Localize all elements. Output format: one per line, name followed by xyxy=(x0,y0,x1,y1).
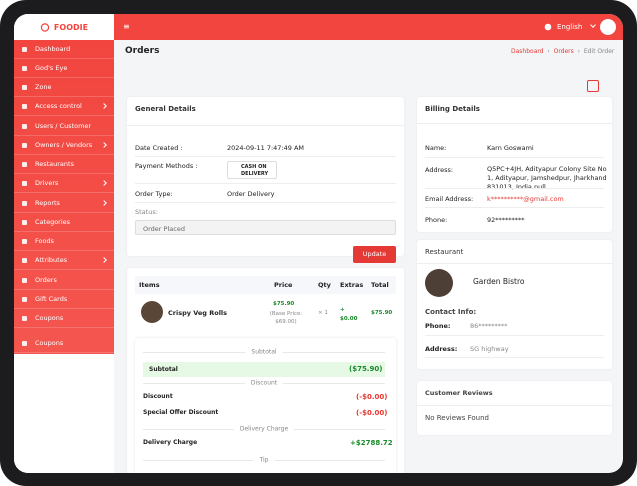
brand: FOODIE xyxy=(53,22,89,32)
items-card: Items Price Qty Extras Total Crispy Veg … xyxy=(127,268,404,473)
section-head: Delivery Charge xyxy=(233,425,295,433)
breadcrumb: Dashboard › Orders › Edit Order xyxy=(511,48,615,55)
delivery-charge: +$2788.72 xyxy=(350,439,393,447)
label: Address: xyxy=(425,345,458,353)
nav-item[interactable]: Drivers xyxy=(14,174,114,193)
logo: FOODIE xyxy=(14,14,114,40)
avatar[interactable] xyxy=(600,19,616,35)
subtotal: ($75.90) xyxy=(349,365,383,373)
card-title: Billing Details xyxy=(425,105,480,113)
value: 92********* xyxy=(487,216,525,224)
menu-icon[interactable]: ≡ xyxy=(123,22,130,31)
card-title: Customer Reviews xyxy=(425,389,493,397)
section-head: Discount xyxy=(244,379,284,387)
nav-item[interactable]: Foods xyxy=(14,232,114,251)
nav-item[interactable]: Gift Cards xyxy=(14,290,114,309)
general-card: General Details Date Created : 2024-09-1… xyxy=(127,97,404,263)
label: Name: xyxy=(425,144,447,152)
label: Delivery Charge xyxy=(143,439,198,446)
price: $75.90 xyxy=(273,301,295,307)
label: Phone: xyxy=(425,322,451,330)
base-price: (Base Price: $69.00) xyxy=(269,311,303,325)
th: Total xyxy=(371,281,389,289)
label: Special Offer Discount xyxy=(143,409,219,416)
update-button[interactable]: Update xyxy=(353,246,396,263)
special-discount: (-$0.00) xyxy=(356,409,388,417)
screen: FOODIE ≡ English Dashboard God's Eye Zone A… xyxy=(14,14,623,473)
value: 2024-09-11 7:47:49 AM xyxy=(227,144,305,152)
nav-item[interactable]: Attributes xyxy=(14,251,114,270)
billing-card: Billing Details Name: Karn Goswami Addre… xyxy=(417,97,612,232)
food-image xyxy=(141,301,163,323)
label: Payment Methods : xyxy=(135,162,198,170)
sidebar: Dashboard God's Eye Zone Access control User… xyxy=(14,40,114,354)
reviews-card: Customer Reviews No Reviews Found xyxy=(417,381,612,435)
total: $75.90 xyxy=(371,310,393,316)
sidebar-bottom xyxy=(14,354,114,473)
nav-item[interactable]: God's Eye xyxy=(14,59,114,78)
payment-badge: CASH ON DELIVERY xyxy=(227,161,277,179)
qty: × 1 xyxy=(318,310,328,316)
crumb: Edit Order xyxy=(583,48,615,55)
value: k**********@gmail.com xyxy=(487,195,564,203)
nav-item[interactable]: Reports xyxy=(14,194,114,213)
value: Q5PC+4JH, Adityapur Colony Site No 1, Ad… xyxy=(487,165,607,191)
contact-head: Contact Info: xyxy=(425,308,477,316)
nav-item[interactable]: Zone xyxy=(14,78,114,97)
nav-item[interactable]: Orders xyxy=(14,271,114,290)
label: Subtotal xyxy=(149,366,178,373)
empty-message: No Reviews Found xyxy=(425,414,489,422)
label: Date Created : xyxy=(135,144,183,152)
page-title: Orders xyxy=(125,46,160,56)
th: Items xyxy=(139,281,160,289)
item-name: Crispy Veg Rolls xyxy=(168,309,228,317)
restaurant-name: Garden Bistro xyxy=(473,277,525,286)
label: Discount xyxy=(143,393,173,400)
discount: (-$0.00) xyxy=(356,393,388,401)
section-head: Tip xyxy=(253,456,275,464)
th: Qty xyxy=(318,281,331,289)
nav-item[interactable]: Users / Customer xyxy=(14,117,114,136)
section-head: Subtotal xyxy=(245,348,283,356)
label: Status: xyxy=(135,208,158,216)
label: Address: xyxy=(425,166,454,174)
top-bar: ≡ English xyxy=(114,14,623,40)
nav-item[interactable]: Owners / Vendors xyxy=(14,136,114,155)
logo-icon xyxy=(40,22,50,32)
label: Email Address: xyxy=(425,195,474,203)
nav-item[interactable]: Coupons xyxy=(14,309,114,328)
extras: + $0.00 xyxy=(340,307,358,322)
chevron xyxy=(590,22,596,28)
th: Extras xyxy=(340,281,364,289)
value: 86********* xyxy=(470,322,508,330)
nav-item[interactable]: Categories xyxy=(14,213,114,232)
crumb[interactable]: Dashboard xyxy=(511,48,544,55)
nav-item[interactable]: Restaurants xyxy=(14,155,114,174)
nav-item[interactable]: Coupons xyxy=(14,334,114,353)
globe-icon xyxy=(544,23,552,31)
th: Price xyxy=(274,281,293,289)
status-select[interactable]: Order Placed xyxy=(135,220,396,235)
nav-item[interactable]: Dashboard xyxy=(14,40,114,59)
card-title: General Details xyxy=(135,105,196,113)
print-button[interactable] xyxy=(587,80,599,92)
label: Phone: xyxy=(425,216,448,224)
crumb[interactable]: Orders xyxy=(553,48,574,55)
restaurant-image xyxy=(425,269,453,297)
value: Order Delivery xyxy=(227,190,275,198)
nav-item[interactable]: Access control xyxy=(14,97,114,116)
language[interactable]: English xyxy=(557,23,583,31)
value: SG highway xyxy=(470,345,509,353)
card-title: Restaurant xyxy=(425,248,464,256)
label: Order Type: xyxy=(135,190,173,198)
restaurant-card: Restaurant Garden Bistro Contact Info: P… xyxy=(417,240,612,369)
value: Karn Goswami xyxy=(487,144,534,152)
